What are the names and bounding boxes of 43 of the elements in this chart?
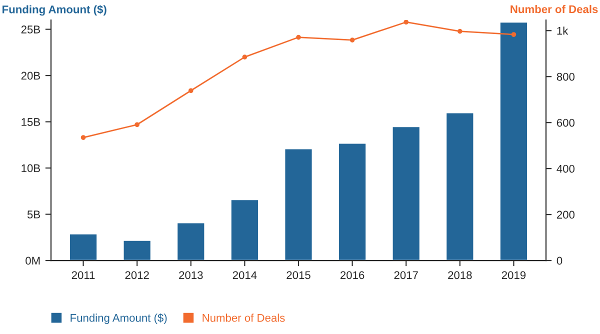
point (350, 38, 355, 42)
bar (176, 222, 206, 261)
y2-tick-label: 1k (557, 26, 568, 35)
bar (284, 148, 314, 261)
y2-tick-label: 0 (556, 256, 562, 265)
point (296, 34, 301, 40)
point (188, 88, 194, 94)
point (511, 32, 516, 37)
y-tick-label: 25B (21, 26, 40, 34)
y-tick-label: 15B (22, 118, 40, 126)
bar (122, 239, 152, 261)
x-tick-label: 2019 (502, 271, 526, 280)
bar (391, 126, 421, 261)
y2-tick-label: 600 (556, 118, 575, 127)
x-tick-label: 2014 (232, 271, 257, 280)
x-tick-label: 2011 (72, 271, 95, 280)
x-tick-label: 2012 (125, 271, 149, 280)
y-tick-label: 0M (26, 256, 40, 265)
point (134, 122, 140, 128)
y2-tick-label: 400 (556, 164, 575, 173)
y-tick-label: 10B (22, 164, 40, 172)
y-tick-label: 5B (27, 210, 40, 218)
y2-axis-title: Number of Deals (510, 5, 598, 14)
point (457, 28, 462, 34)
bar (445, 112, 475, 261)
x-tick-label: 2016 (340, 271, 364, 280)
legend-label: Funding Amount ($) (70, 313, 167, 324)
point (80, 135, 86, 140)
legend-label: Number of Deals (202, 314, 285, 322)
x-tick-label: 2017 (394, 271, 418, 280)
y2-tick-label: 800 (556, 72, 575, 81)
x-tick-label: 2015 (286, 271, 310, 280)
bar (230, 198, 260, 261)
bar (499, 21, 528, 261)
x-tick-label: 2013 (179, 271, 203, 280)
point (404, 20, 409, 25)
y-tick-label: 20B (21, 72, 40, 80)
y-axis-title: Funding Amount ($) (2, 5, 106, 16)
bar (338, 142, 367, 261)
bar (68, 233, 98, 261)
point (242, 54, 248, 60)
x-tick-label: 2018 (448, 271, 472, 280)
y2-tick-label: 200 (556, 210, 575, 219)
